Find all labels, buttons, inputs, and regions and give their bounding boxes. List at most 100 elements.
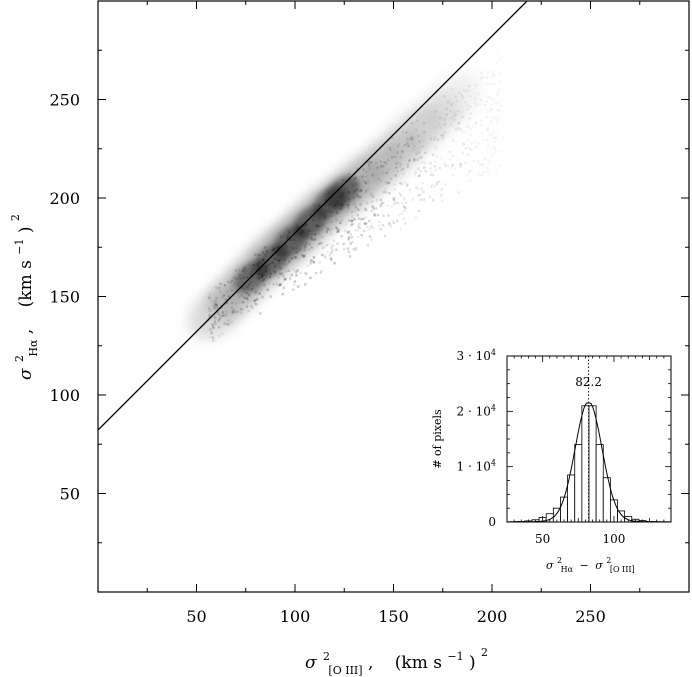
density-speck xyxy=(347,230,351,234)
x-tick-label: 250 xyxy=(575,607,606,626)
density-speck xyxy=(232,276,236,279)
density-speck xyxy=(280,235,283,239)
density-speck xyxy=(296,227,299,230)
density-speck xyxy=(493,82,495,84)
density-speck xyxy=(304,223,307,227)
density-speck xyxy=(340,234,343,238)
density-speck xyxy=(350,223,353,227)
density-speck xyxy=(355,183,358,186)
density-speck xyxy=(232,308,235,311)
density-speck xyxy=(335,182,338,185)
density-speck xyxy=(230,284,234,288)
density-speck xyxy=(263,266,266,269)
density-speck xyxy=(443,118,446,121)
density-speck xyxy=(394,155,397,158)
density-speck xyxy=(450,166,453,169)
density-speck xyxy=(320,269,323,272)
density-speck xyxy=(329,214,332,218)
density-speck xyxy=(306,264,310,267)
density-speck xyxy=(330,232,333,236)
density-speck xyxy=(290,273,293,277)
density-speck xyxy=(459,162,462,166)
density-speck xyxy=(273,247,276,251)
density-speck xyxy=(270,261,274,265)
density-speck xyxy=(500,150,502,152)
density-speck xyxy=(360,175,364,179)
density-speck xyxy=(436,138,440,141)
density-speck xyxy=(271,248,275,252)
y-axis-label: σ 2 Hα , (km s −1 ) 2 xyxy=(8,214,42,380)
density-speck xyxy=(364,175,368,178)
density-speck xyxy=(348,191,352,195)
inset-x-label-minus: − xyxy=(580,559,589,572)
density-speck xyxy=(263,246,267,249)
density-speck xyxy=(278,253,282,256)
density-speck xyxy=(302,255,305,258)
density-speck xyxy=(465,104,468,107)
density-speck xyxy=(256,258,260,261)
density-speck xyxy=(279,267,282,270)
density-speck xyxy=(219,315,222,318)
density-speck xyxy=(379,198,383,202)
density-speck xyxy=(286,234,290,237)
density-speck xyxy=(439,189,443,192)
density-speck xyxy=(297,257,301,261)
density-speck xyxy=(291,288,295,291)
density-speck xyxy=(213,303,216,306)
density-speck xyxy=(244,286,247,289)
density-speck xyxy=(499,105,501,107)
density-speck xyxy=(375,207,378,210)
density-speck xyxy=(367,180,371,184)
density-speck xyxy=(255,289,258,293)
density-speck xyxy=(495,61,497,63)
density-speck xyxy=(466,125,470,128)
density-speck xyxy=(309,262,312,265)
density-speck xyxy=(402,172,405,176)
density-speck xyxy=(346,231,349,234)
density-speck xyxy=(264,265,268,268)
x-axis-label-sym: σ xyxy=(305,653,317,673)
density-speck xyxy=(210,299,213,303)
density-speck xyxy=(322,246,325,249)
density-speck xyxy=(339,197,342,200)
density-speck xyxy=(433,165,437,168)
density-speck xyxy=(461,115,464,119)
density-speck xyxy=(491,70,495,74)
y-axis-label-sym: σ xyxy=(16,368,36,380)
density-speck xyxy=(305,272,308,276)
density-speck xyxy=(494,151,496,153)
density-speck xyxy=(256,311,259,314)
density-speck xyxy=(210,330,213,333)
density-speck xyxy=(426,183,429,186)
density-speck xyxy=(329,230,332,233)
density-speck xyxy=(443,131,446,134)
density-speck xyxy=(481,132,484,135)
histogram-bar xyxy=(581,405,590,523)
density-speck xyxy=(220,306,223,309)
density-speck xyxy=(478,102,481,106)
density-speck xyxy=(330,258,333,261)
density-speck xyxy=(341,204,344,207)
density-speck xyxy=(332,239,336,243)
density-speck xyxy=(349,242,352,245)
density-core-5 xyxy=(325,175,360,209)
density-speck xyxy=(404,206,407,210)
density-speck xyxy=(345,210,349,213)
density-speck xyxy=(407,159,411,163)
density-speck xyxy=(429,173,433,177)
density-speck xyxy=(393,198,396,201)
density-speck xyxy=(454,113,458,116)
density-speck xyxy=(341,192,344,195)
density-speck xyxy=(492,137,494,139)
density-speck xyxy=(298,284,301,287)
density-speck xyxy=(467,146,471,150)
density-speck xyxy=(389,225,392,228)
density-speck xyxy=(470,148,473,152)
density-speck xyxy=(353,190,356,193)
density-speck xyxy=(399,194,402,197)
density-speck xyxy=(458,163,462,166)
density-speck xyxy=(386,158,390,162)
density-speck xyxy=(370,209,374,213)
density-speck xyxy=(475,104,478,107)
